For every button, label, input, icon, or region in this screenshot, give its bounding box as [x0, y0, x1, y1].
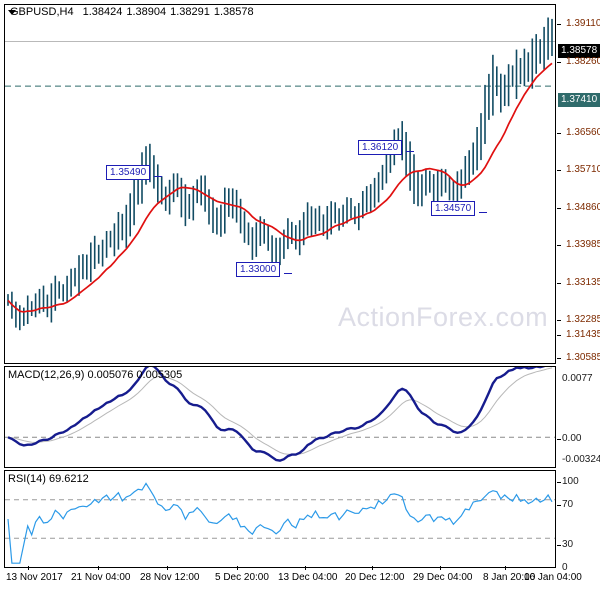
price-axis-label-6: 1.33135 [566, 277, 600, 288]
close-value: 1.38578 [213, 6, 254, 18]
x-axis-tick-3 [237, 566, 238, 570]
rsi-axis-tick-100 [557, 482, 561, 483]
rsi-axis-label-1: 70 [562, 499, 574, 510]
open-value: 1.38424 [82, 6, 123, 18]
rsi-axis-tick-70 [557, 505, 561, 506]
x-axis-label-7: 8 Jan 20:00 [483, 572, 536, 583]
macd-indicator-panel[interactable] [4, 366, 556, 468]
price-axis-tick-7 [557, 320, 561, 321]
price-chart-panel[interactable] [4, 4, 556, 364]
macd-plot-area[interactable] [5, 367, 555, 467]
price-plot-area[interactable] [5, 5, 555, 363]
rsi-legend-label: RSI(14) 69.6212 [8, 473, 89, 485]
x-axis-label-3: 5 Dec 20:00 [215, 572, 269, 583]
price-callout-3-stub [406, 151, 414, 152]
price-series-svg [5, 17, 555, 331]
x-axis-tick-4 [305, 566, 306, 570]
price-callout-3[interactable]: 1.36120 [358, 140, 403, 155]
chart-dropdown-arrow-icon[interactable] [8, 10, 16, 15]
x-axis-tick-0 [28, 566, 29, 570]
price-axis-label-8: 1.31435 [566, 329, 600, 340]
macd-axis-label-2: -0.003249 [562, 454, 600, 465]
price-axis-tick-9 [557, 358, 561, 359]
price-axis-tick-4 [557, 208, 561, 209]
high-value: 1.38904 [126, 6, 167, 18]
level-price-badge: 1.37410 [558, 93, 600, 107]
rsi-axis-label-3: 0 [562, 562, 568, 573]
macd-axis-label-0: 0.0077 [562, 373, 593, 384]
rsi-plot-area[interactable] [5, 471, 555, 567]
x-axis-tick-1 [98, 566, 99, 570]
watermark-text: ActionForex.com [338, 302, 549, 332]
price-callout-1-stub [154, 176, 162, 177]
price-axis-label-4: 1.34860 [566, 202, 600, 213]
x-axis-tick-7 [505, 566, 506, 570]
x-axis-label-2: 28 Nov 12:00 [140, 572, 200, 583]
price-axis-label-7: 1.32285 [566, 314, 600, 325]
macd-axis-tick-zero [557, 439, 561, 440]
price-axis-tick-3 [557, 170, 561, 171]
x-axis-label-0: 13 Nov 2017 [6, 572, 63, 583]
x-axis-tick-5 [372, 566, 373, 570]
rsi-axis-tick-30 [557, 545, 561, 546]
price-callout-2[interactable]: 1.33000 [236, 262, 281, 277]
x-axis-label-5: 20 Dec 12:00 [345, 572, 405, 583]
rsi-series-svg [5, 482, 555, 564]
price-axis-label-3: 1.35710 [566, 164, 600, 175]
price-axis-tick-2 [557, 133, 561, 134]
price-callout-4-stub [479, 212, 487, 213]
price-axis-tick-5 [557, 245, 561, 246]
macd-series-svg [5, 367, 555, 462]
symbol-timeframe-label: GBPUSD,H4 [10, 6, 74, 18]
price-axis-tick-8 [557, 335, 561, 336]
macd-axis-label-1: 0.00 [562, 433, 582, 444]
price-axis-label-1: 1.38260 [566, 56, 600, 67]
price-callout-4[interactable]: 1.34570 [431, 201, 476, 216]
x-axis-label-6: 29 Dec 04:00 [413, 572, 473, 583]
price-axis-label-2: 1.36560 [566, 127, 600, 138]
price-callout-1[interactable]: 1.35490 [106, 165, 151, 180]
price-panel-legend: GBPUSD,H4 1.38424 1.38904 1.38291 1.38578 [10, 6, 254, 18]
price-axis-label-0: 1.39110 [566, 18, 600, 29]
x-axis-tick-2 [167, 566, 168, 570]
x-axis-label-4: 13 Dec 04:00 [278, 572, 338, 583]
price-axis-tick-0 [557, 24, 561, 25]
price-axis-tick-6 [557, 283, 561, 284]
macd-legend-label: MACD(12,26,9) 0.005076 0.005305 [8, 369, 183, 381]
rsi-axis-label-2: 30 [562, 539, 574, 550]
price-axis-label-5: 1.33985 [566, 239, 600, 250]
price-axis-tick-1 [557, 62, 561, 63]
x-axis-tick-6 [440, 566, 441, 570]
rsi-axis-label-0: 100 [562, 476, 579, 487]
rsi-indicator-panel[interactable] [4, 470, 556, 568]
current-price-badge: 1.38578 [558, 44, 600, 58]
price-callout-2-stub [284, 273, 292, 274]
low-value: 1.38291 [170, 6, 210, 18]
x-axis-label-8: 16 Jan 04:00 [524, 572, 582, 583]
x-axis-label-1: 21 Nov 04:00 [71, 572, 131, 583]
price-axis-label-9: 1.30585 [566, 352, 600, 363]
